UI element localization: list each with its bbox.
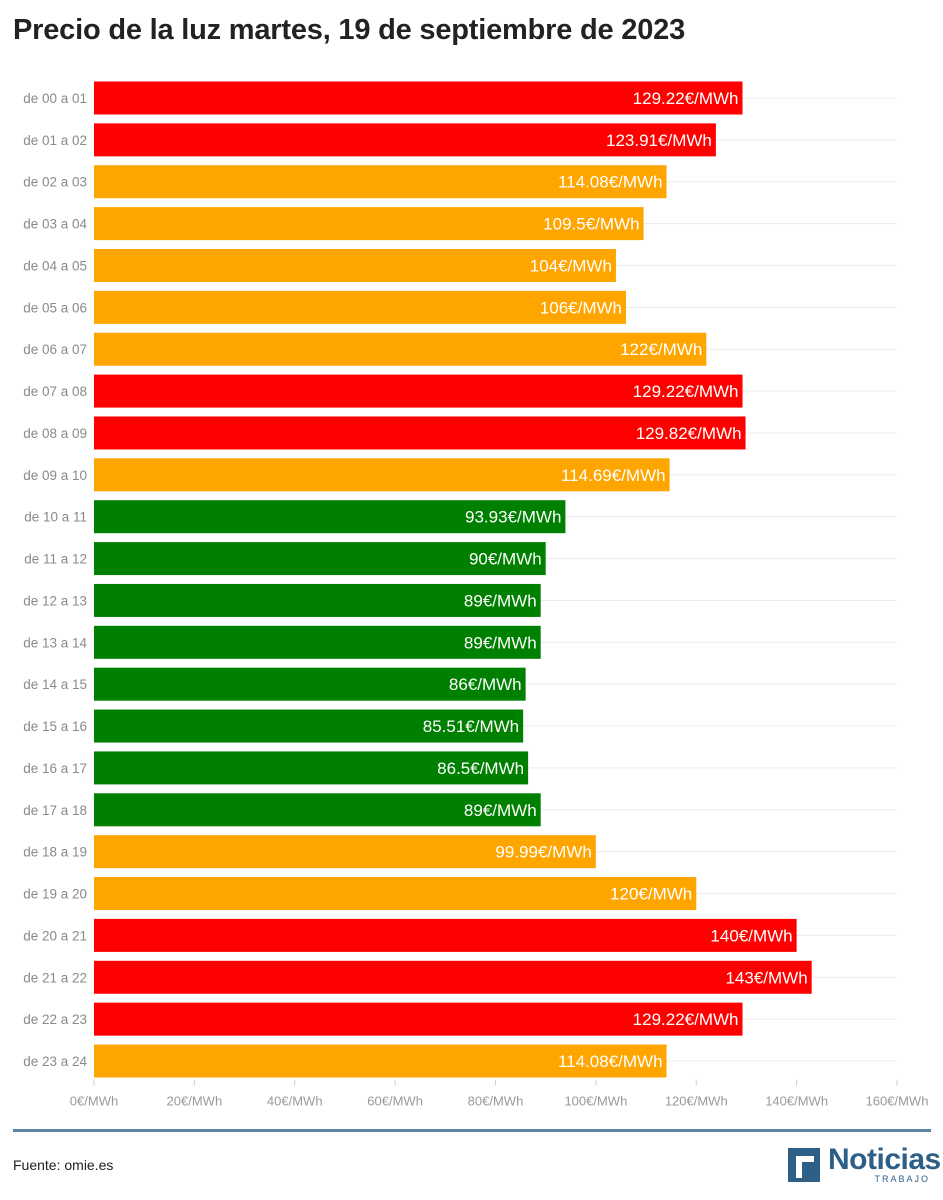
bar bbox=[94, 1002, 743, 1036]
value-label: 114.08€/MWh bbox=[558, 1052, 663, 1071]
category-label: de 14 a 15 bbox=[23, 677, 87, 692]
value-label: 123.91€/MWh bbox=[606, 131, 712, 150]
logo-n-icon bbox=[788, 1148, 820, 1182]
bar bbox=[94, 960, 812, 994]
value-label: 114.69€/MWh bbox=[561, 466, 666, 485]
bar bbox=[94, 332, 707, 366]
gridlines bbox=[94, 97, 897, 1062]
category-label: de 19 a 20 bbox=[23, 887, 87, 902]
bar bbox=[94, 751, 529, 785]
x-tick-label: 100€/MWh bbox=[564, 1094, 627, 1109]
bar bbox=[94, 458, 670, 492]
category-label: de 04 a 05 bbox=[23, 258, 87, 273]
x-tick-label: 20€/MWh bbox=[167, 1094, 223, 1109]
value-label: 114.08€/MWh bbox=[558, 173, 663, 192]
category-label: de 10 a 11 bbox=[24, 510, 87, 525]
bar bbox=[94, 918, 797, 952]
bar bbox=[94, 877, 697, 911]
value-label: 129.22€/MWh bbox=[633, 382, 739, 401]
category-label: de 13 a 14 bbox=[23, 635, 87, 650]
x-tick-label: 160€/MWh bbox=[866, 1094, 929, 1109]
bar bbox=[94, 123, 716, 157]
value-label: 104€/MWh bbox=[530, 256, 612, 275]
bar bbox=[94, 290, 626, 324]
category-label: de 08 a 09 bbox=[23, 426, 87, 441]
category-label: de 07 a 08 bbox=[23, 384, 87, 399]
bar bbox=[94, 416, 746, 450]
category-label: de 15 a 16 bbox=[23, 719, 87, 734]
value-label: 129.22€/MWh bbox=[633, 89, 739, 108]
bar bbox=[94, 835, 596, 869]
category-label: de 16 a 17 bbox=[23, 761, 87, 776]
bar bbox=[94, 165, 667, 199]
bar bbox=[94, 667, 526, 701]
value-label: 99.99€/MWh bbox=[495, 843, 591, 862]
value-label: 86.5€/MWh bbox=[437, 759, 524, 778]
category-label: de 06 a 07 bbox=[23, 342, 87, 357]
bar bbox=[94, 207, 644, 241]
category-label: de 05 a 06 bbox=[23, 300, 87, 315]
category-label: de 01 a 02 bbox=[23, 133, 87, 148]
bar bbox=[94, 583, 541, 617]
value-label: 143€/MWh bbox=[725, 968, 807, 987]
logo-wordmark: Noticias bbox=[828, 1143, 941, 1176]
category-labels: de 00 a 01 de 01 a 02 de 02 a 03 de 03 a 04… bbox=[23, 91, 87, 1069]
category-label: de 17 a 18 bbox=[23, 803, 87, 818]
x-tick-label: 60€/MWh bbox=[367, 1094, 423, 1109]
value-label: 122€/MWh bbox=[620, 340, 702, 359]
footer-divider bbox=[13, 1129, 931, 1132]
value-label: 140€/MWh bbox=[710, 926, 792, 945]
value-label: 89€/MWh bbox=[464, 633, 537, 652]
bars bbox=[94, 81, 812, 1078]
bar bbox=[94, 542, 546, 576]
noticias-trabajo-logo: Noticias TRABAJO bbox=[788, 1143, 941, 1185]
value-label: 120€/MWh bbox=[610, 885, 692, 904]
x-tick-label: 120€/MWh bbox=[665, 1094, 728, 1109]
bar-chart: de 00 a 01 de 01 a 02 de 02 a 03 de 03 a 04… bbox=[23, 81, 929, 1109]
category-label: de 09 a 10 bbox=[23, 468, 87, 483]
category-label: de 21 a 22 bbox=[23, 970, 87, 985]
x-axis: 0€/MWh 20€/MWh 40€/MWh 60€/MWh 80€/MWh 100€/M… bbox=[70, 1079, 929, 1109]
value-label: 89€/MWh bbox=[464, 591, 537, 610]
bar bbox=[94, 793, 541, 827]
bar bbox=[94, 248, 616, 282]
logo-subtitle: TRABAJO bbox=[874, 1174, 930, 1184]
value-label: 109.5€/MWh bbox=[543, 215, 639, 234]
value-label: 106€/MWh bbox=[540, 298, 622, 317]
x-tick-label: 40€/MWh bbox=[267, 1094, 323, 1109]
category-label: de 20 a 21 bbox=[23, 928, 87, 943]
source-note: Fuente: omie.es bbox=[13, 1157, 114, 1173]
bar bbox=[94, 500, 566, 534]
x-tick-label: 80€/MWh bbox=[468, 1094, 524, 1109]
category-label: de 23 a 24 bbox=[23, 1054, 87, 1069]
bar bbox=[94, 374, 743, 408]
category-label: de 12 a 13 bbox=[23, 593, 87, 608]
value-label: 90€/MWh bbox=[469, 550, 542, 569]
value-labels: 129.22€/MWh 123.91€/MWh 114.08€/MWh 109.5€/… bbox=[423, 89, 808, 1071]
x-tick-label: 0€/MWh bbox=[70, 1094, 118, 1109]
chart-title: Precio de la luz martes, 19 de septiembr… bbox=[13, 14, 686, 46]
value-label: 89€/MWh bbox=[464, 801, 537, 820]
x-tick-label: 140€/MWh bbox=[765, 1094, 828, 1109]
bar bbox=[94, 709, 524, 743]
category-label: de 22 a 23 bbox=[23, 1012, 87, 1027]
category-label: de 11 a 12 bbox=[24, 552, 87, 567]
value-label: 129.82€/MWh bbox=[636, 424, 742, 443]
bar bbox=[94, 625, 541, 659]
value-label: 93.93€/MWh bbox=[465, 508, 561, 527]
category-label: de 03 a 04 bbox=[23, 217, 87, 232]
value-label: 85.51€/MWh bbox=[423, 717, 519, 736]
category-label: de 18 a 19 bbox=[23, 845, 87, 860]
value-label: 86€/MWh bbox=[449, 675, 522, 694]
bar bbox=[94, 81, 743, 115]
bar bbox=[94, 1044, 667, 1078]
category-label: de 00 a 01 bbox=[23, 91, 87, 106]
category-label: de 02 a 03 bbox=[23, 175, 87, 190]
value-label: 129.22€/MWh bbox=[633, 1010, 739, 1029]
